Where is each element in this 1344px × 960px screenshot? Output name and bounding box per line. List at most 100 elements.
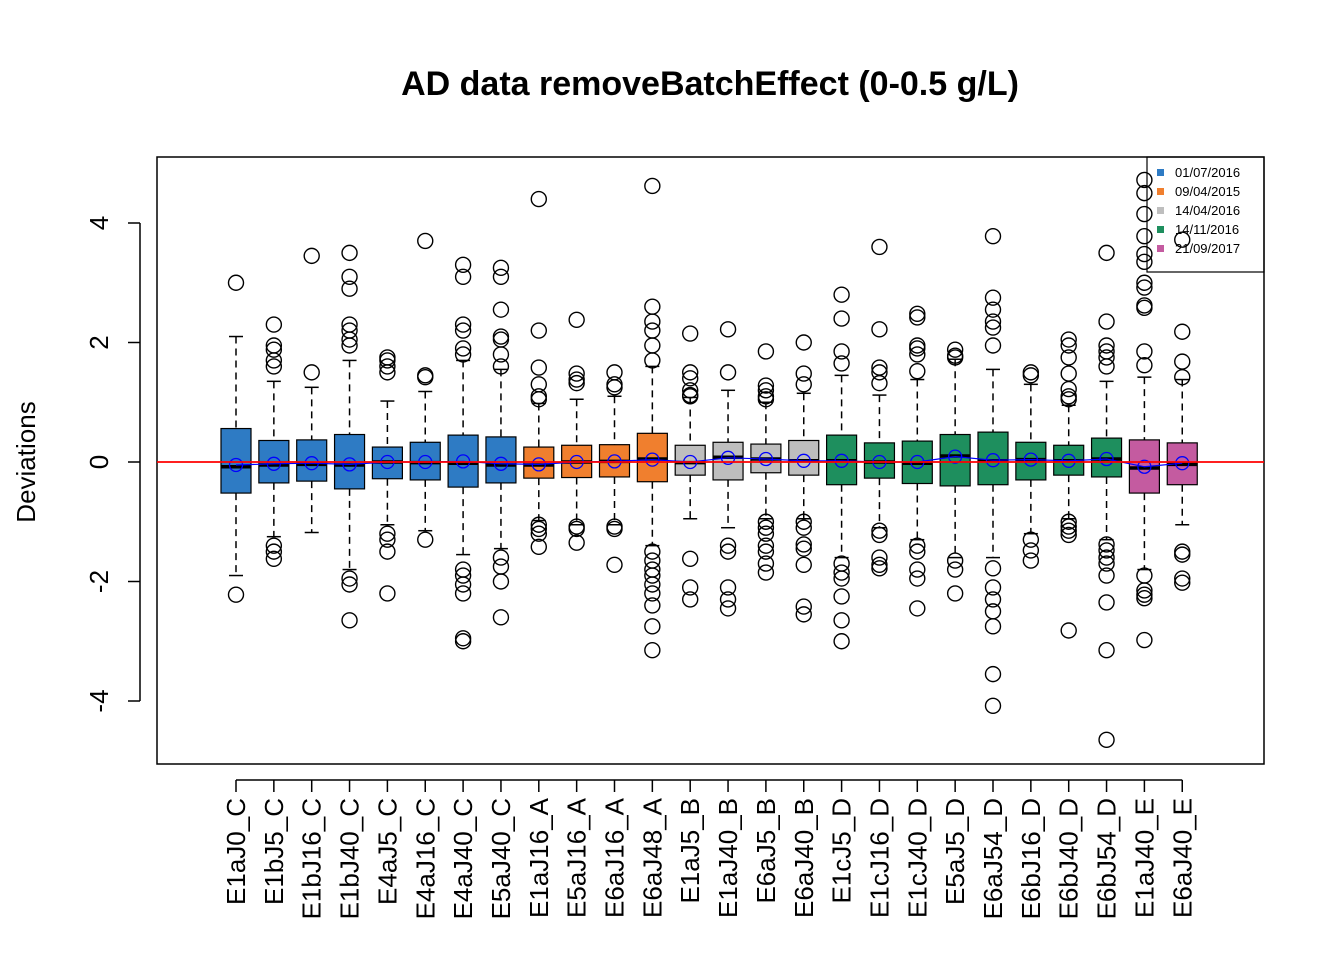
x-tick-label: E6aJ40_E <box>1167 798 1197 918</box>
outlier-point <box>492 573 510 590</box>
outlier-point <box>379 543 396 560</box>
x-tick-label: E6bJ16_D <box>1016 798 1046 919</box>
mean-marker <box>228 457 244 473</box>
x-tick-label: E1bJ5_C <box>259 798 289 905</box>
outlier-point <box>682 370 699 387</box>
outlier-point <box>454 346 472 363</box>
outlier-point <box>1136 184 1153 202</box>
outlier-point <box>454 630 472 647</box>
outlier-point <box>492 609 510 626</box>
legend-swatch <box>1157 245 1164 252</box>
box-body <box>939 433 971 487</box>
outlier-point <box>1136 227 1153 245</box>
outlier-point <box>644 618 661 635</box>
box-body <box>674 444 706 476</box>
outlier-point <box>265 337 283 354</box>
outlier-point <box>492 268 510 285</box>
outlier-point <box>530 388 547 405</box>
x-tick-label: E6aJ5_B <box>751 798 781 904</box>
plot-area-frame <box>156 156 1265 765</box>
outlier-point <box>1098 549 1115 566</box>
outlier-point <box>379 364 396 381</box>
outlier-point <box>454 567 472 584</box>
y-tick-label: 0 <box>84 455 114 469</box>
box-E1cJ16_D <box>863 238 896 577</box>
outlier-point <box>833 570 850 587</box>
outlier-point <box>833 286 850 303</box>
box-E6bJ40_D <box>1053 331 1085 639</box>
outlier-point <box>757 525 775 542</box>
x-tick-label: E1aJ0_C <box>221 798 251 905</box>
legend-label: 09/04/2015 <box>1175 184 1240 199</box>
outlier-point <box>454 633 472 650</box>
outlier-point <box>492 358 510 375</box>
x-tick-label: E4aJ16_C <box>410 798 440 919</box>
box-body <box>220 427 252 494</box>
mean-marker <box>1023 452 1038 467</box>
box-E4aJ16_C <box>409 232 441 548</box>
outlier-point <box>1098 349 1115 366</box>
x-tick-label: E6aJ54_D <box>978 798 1008 919</box>
outlier-point <box>644 313 661 330</box>
outlier-point <box>341 570 358 587</box>
box-E5aJ40_C <box>485 259 517 626</box>
outlier-point <box>1060 380 1077 398</box>
box-E1bJ16_C <box>296 247 328 534</box>
legend-box <box>1146 156 1265 273</box>
outlier-point <box>984 560 1002 577</box>
outlier-point <box>417 368 434 386</box>
outlier-point <box>644 576 661 593</box>
box-E6aJ16_A <box>598 364 631 573</box>
outlier-point <box>1060 337 1077 354</box>
mean-marker <box>834 453 849 468</box>
outlier-point <box>568 371 585 388</box>
outlier-point <box>1060 365 1077 382</box>
outlier-point <box>492 346 510 363</box>
outlier-point <box>530 322 547 339</box>
box-body <box>485 436 517 484</box>
outlier-point <box>795 513 812 530</box>
outlier-point <box>303 247 320 265</box>
mean-marker <box>1099 451 1114 467</box>
outlier-point <box>795 334 812 351</box>
outlier-point <box>719 591 737 608</box>
box-E6bJ54_D <box>1090 244 1123 749</box>
outlier-point <box>1022 542 1040 559</box>
outlier-point <box>984 618 1002 635</box>
outlier-point <box>909 561 926 578</box>
outlier-point <box>341 268 358 285</box>
outlier-point <box>492 331 510 348</box>
outlier-point <box>984 603 1002 620</box>
outlier-point <box>757 343 775 360</box>
outlier-point <box>871 321 888 338</box>
outlier-point <box>984 313 1002 330</box>
outlier-point <box>1174 353 1191 370</box>
outlier-point <box>1060 622 1077 639</box>
outlier-point <box>1136 171 1153 189</box>
outlier-point <box>909 537 926 554</box>
outlier-point <box>1136 343 1153 360</box>
outlier-point <box>1136 299 1153 317</box>
y-tick-label: -2 <box>84 570 114 593</box>
legend-label: 01/07/2016 <box>1175 165 1240 180</box>
outlier-point <box>1022 531 1040 548</box>
box-body <box>788 439 820 476</box>
outlier-point <box>454 316 472 333</box>
outlier-point <box>1136 245 1153 263</box>
outlier-point <box>265 550 283 567</box>
legend: 01/07/2016 09/04/2015 14/04/2016 14/11/2016… <box>1146 156 1265 273</box>
outlier-point <box>757 377 775 394</box>
outlier-point <box>530 520 547 538</box>
outlier-point <box>644 298 661 315</box>
outlier-point <box>454 340 472 357</box>
outlier-point <box>795 556 812 573</box>
outlier-point <box>719 543 737 560</box>
outlier-point <box>530 359 547 376</box>
outlier-point <box>530 538 547 556</box>
x-tick-label: E5aJ40_C <box>486 798 516 919</box>
outlier-point <box>379 352 396 369</box>
box-body <box>296 439 328 482</box>
outlier-point <box>1060 331 1077 348</box>
box-body <box>977 431 1009 486</box>
